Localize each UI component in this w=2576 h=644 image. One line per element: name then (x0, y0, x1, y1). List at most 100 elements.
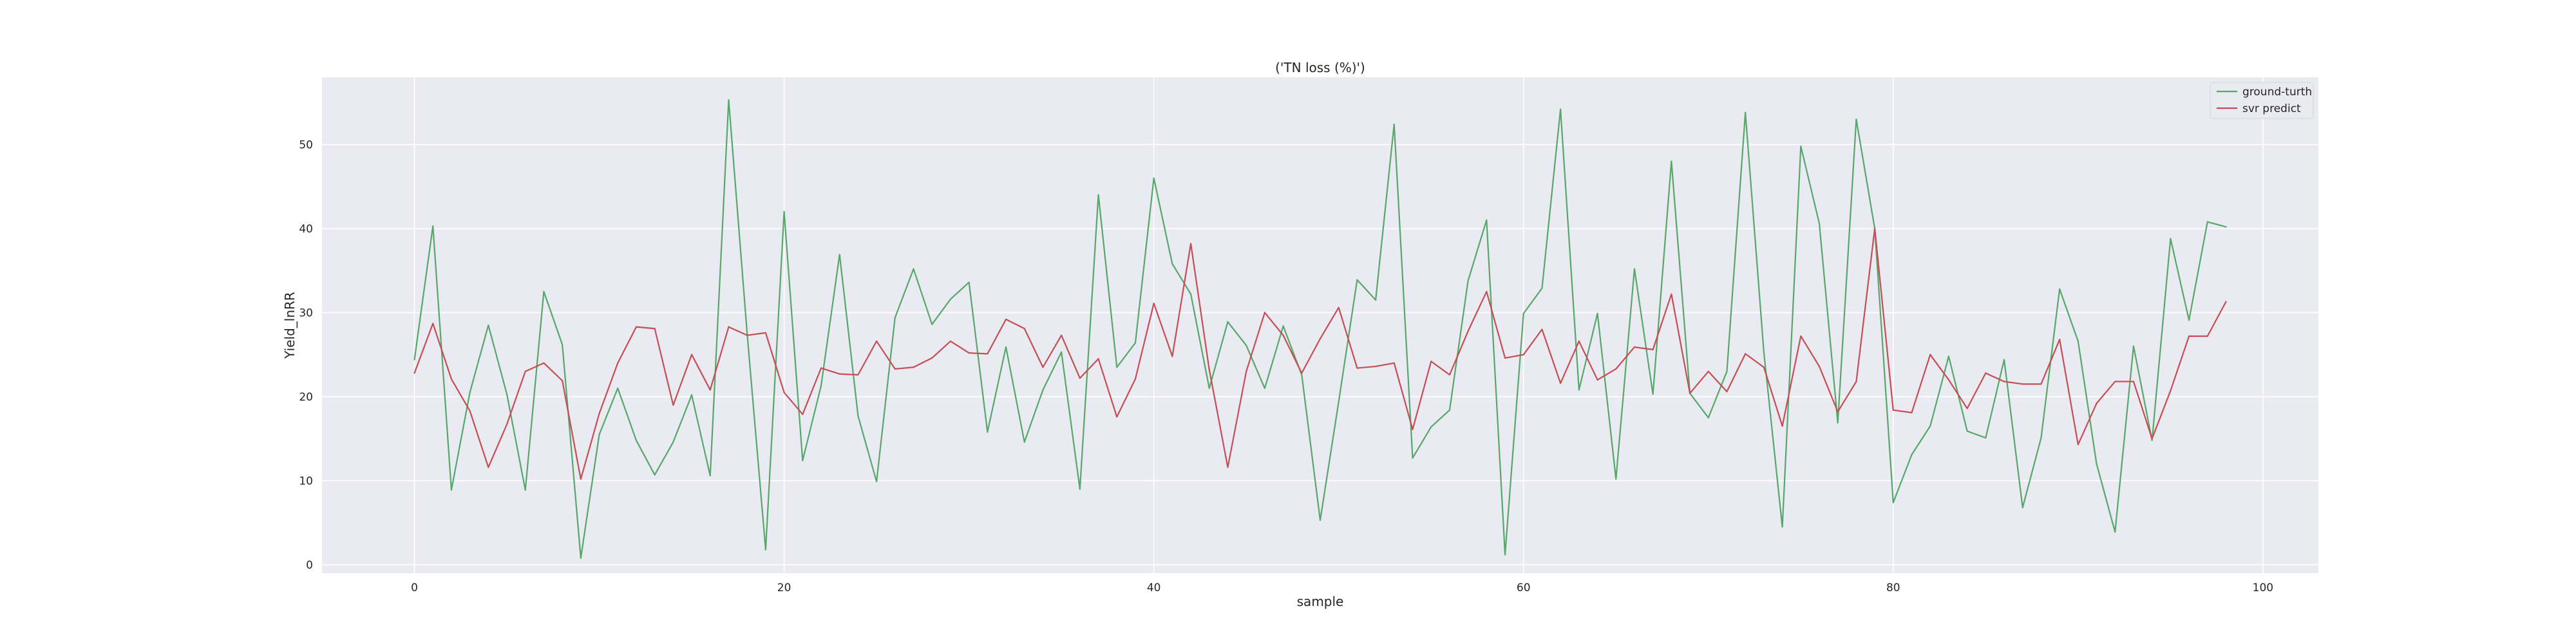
svr-predict-segment (1911, 354, 1931, 413)
svr-predict-segment (524, 362, 545, 372)
svr-predict-segment (598, 362, 619, 415)
svr-predict-segment (1874, 227, 1894, 411)
ground-turth-segment (1855, 118, 1876, 230)
svr-predict-segment (1818, 365, 1839, 413)
ground-turth-segment (1171, 263, 1192, 295)
svr-predict-segment (2132, 381, 2153, 440)
ground-turth-segment (1208, 321, 1229, 389)
ground-turth-segment (913, 268, 933, 325)
svr-predict-segment (469, 410, 489, 468)
ground-turth-segment (1707, 370, 1728, 419)
ground-turth-segment (450, 392, 471, 491)
ground-turth-segment (1745, 111, 1765, 353)
ground-turth-segment (838, 254, 859, 417)
svr-predict-segment (672, 354, 693, 406)
svr-predict-segment (1023, 328, 1044, 368)
ground-turth-segment (2188, 221, 2208, 321)
y-tick-label: 30 (299, 307, 313, 319)
ground-turth-segment (672, 394, 693, 443)
svr-predict-segment (1282, 334, 1303, 374)
svr-predict-segment (1578, 340, 1598, 381)
ground-turth-segment (1393, 123, 1414, 459)
ground-turth-segment (1319, 401, 1340, 521)
svr-predict-segment (1375, 362, 1395, 368)
svr-predict-segment (1707, 370, 1728, 393)
ground-turth-segment (968, 281, 989, 433)
svr-predict-segment (1763, 366, 1783, 427)
ground-turth-segment (598, 387, 619, 435)
ground-turth-segment (1245, 345, 1265, 389)
svr-predict-segment (2151, 390, 2172, 440)
grid-lines (322, 77, 2318, 573)
x-tick-label: 80 (1886, 582, 1900, 594)
svr-predict-segment (2206, 301, 2227, 337)
svr-predict-segment (1781, 335, 1802, 427)
ground-turth-segment (1116, 342, 1137, 368)
svr-predict-segment (580, 412, 600, 480)
svr-predict-segment (2170, 335, 2190, 392)
svr-predict-segment (1652, 293, 1672, 350)
svr-predict-segment (1745, 353, 1765, 368)
ground-turth-segment (469, 324, 489, 393)
svr-predict-segment (802, 367, 822, 415)
svr-predict-segment (1541, 328, 1562, 384)
ground-turth-segment (1837, 118, 1857, 424)
plot-background (322, 77, 2318, 573)
y-tick-label: 10 (299, 475, 313, 488)
svr-predict-segment (1633, 346, 1654, 350)
ground-turth-segment (1800, 145, 1821, 225)
ground-turth-segment (2022, 437, 2042, 509)
svr-predict-segment (413, 323, 434, 374)
series-svr-predict (413, 227, 2227, 480)
svr-predict-segment (2096, 381, 2116, 404)
ground-turth-segment (1153, 177, 1173, 265)
ground-turth-segment (1726, 111, 1747, 372)
ground-turth-segment (1966, 430, 1987, 439)
svr-predict-segment (1615, 346, 1636, 370)
ground-turth-segment (1134, 177, 1155, 344)
svr-predict-segment (1560, 340, 1580, 384)
x-tick-label: 100 (2253, 582, 2273, 594)
ground-turth-segment (1042, 351, 1063, 391)
ground-turth-segment (1061, 351, 1081, 490)
svr-predict-segment (913, 357, 933, 368)
ground-turth-segment (524, 290, 545, 491)
ground-turth-segment (2114, 345, 2135, 533)
svr-predict-segment (1319, 307, 1340, 339)
svr-predict-segment (931, 340, 952, 359)
ground-turth-segment (728, 99, 748, 335)
ground-turth-segment (1522, 287, 1543, 314)
ground-turth-segment (709, 99, 730, 477)
svr-predict-segment (2059, 339, 2079, 446)
svr-predict-segment (1301, 337, 1321, 374)
ground-turth-segment (1504, 312, 1524, 556)
svr-predict-segment (1171, 243, 1192, 357)
ground-turth-segment (1079, 194, 1099, 490)
ground-turth-segment (1671, 160, 1691, 394)
svr-predict-segment (1245, 312, 1265, 372)
ground-turth-segment (413, 225, 434, 361)
ground-turth-segment (2151, 238, 2172, 441)
svr-predict-segment (857, 340, 878, 376)
svr-predict-segment (1338, 307, 1358, 369)
ground-turth-segment (635, 439, 656, 476)
ground-turth-segment (562, 343, 582, 559)
series-layer (413, 99, 2227, 559)
svr-predict-segment (1671, 293, 1691, 394)
svr-predict-segment (1005, 318, 1025, 330)
legend-label: ground-turth (2242, 86, 2312, 99)
ground-turth-segment (1985, 359, 2005, 439)
svr-predict-segment (432, 323, 453, 380)
ground-turth-segment (2206, 221, 2227, 228)
ground-turth-segment (1301, 374, 1321, 521)
ground-turth-segment (949, 281, 970, 300)
svr-predict-segment (635, 326, 656, 330)
svr-predict-segment (1726, 353, 1747, 393)
svr-predict-segment (894, 366, 914, 370)
ground-turth-segment (1227, 321, 1247, 346)
ground-turth-segment (432, 225, 453, 491)
svr-predict-segment (1929, 354, 1950, 381)
svr-predict-segment (764, 332, 785, 393)
ground-turth-segment (1781, 145, 1802, 528)
ground-turth-segment (783, 211, 804, 462)
